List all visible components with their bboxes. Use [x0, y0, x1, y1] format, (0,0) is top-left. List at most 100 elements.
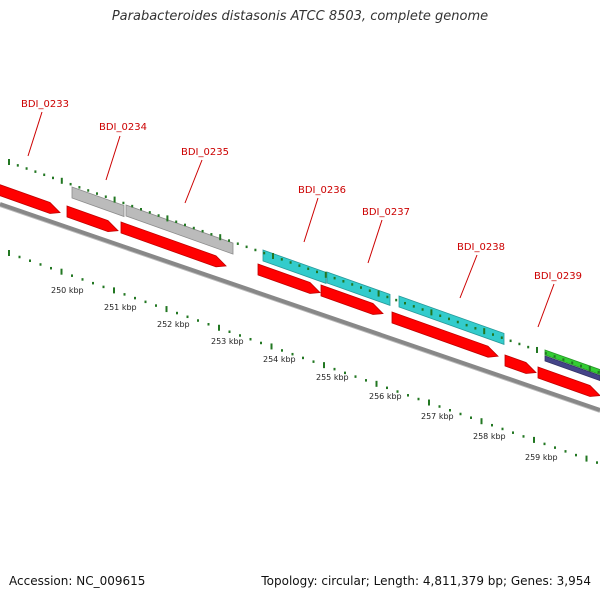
lower-scale-tick — [302, 356, 304, 360]
lower-scale-tick — [533, 436, 535, 443]
lower-scale-tick — [102, 285, 105, 289]
scale-tick-label: 256 kbp — [369, 392, 402, 401]
upper-scale-tick — [16, 164, 19, 167]
lower-scale-tick — [522, 435, 525, 438]
gene-leader-line — [459, 254, 478, 299]
upper-scale-tick — [228, 239, 230, 242]
backbone-line — [0, 202, 600, 412]
lower-scale-tick — [554, 446, 556, 449]
lower-scale-tick — [512, 431, 514, 434]
scale-tick-label: 250 kbp — [51, 286, 84, 295]
lower-scale-tick — [207, 323, 210, 326]
upper-scale-tick — [289, 261, 292, 264]
scale-tick-label: 253 kbp — [211, 337, 244, 346]
upper-scale-tick — [113, 196, 116, 203]
upper-scale-tick — [483, 328, 486, 335]
gene-leader-line — [303, 197, 319, 243]
upper-scale-tick — [316, 270, 318, 274]
gene-leader-line — [367, 219, 383, 264]
lower-scale-tick — [281, 349, 283, 352]
gene-leader-line — [184, 159, 203, 204]
upper-scale-tick — [377, 290, 380, 297]
upper-scale-tick — [333, 276, 336, 280]
upper-scale-tick — [298, 264, 301, 267]
cds-band-cyan-1 — [262, 249, 327, 284]
scale-tick-label: 252 kbp — [157, 320, 190, 329]
upper-scale-tick — [219, 234, 222, 241]
lower-scale-tick — [449, 408, 451, 412]
upper-scale-tick — [272, 252, 274, 259]
lower-scale-tick — [50, 266, 52, 270]
gene-label-bdi_0237: BDI_0237 — [362, 207, 410, 218]
lower-scale-tick — [438, 405, 441, 408]
upper-scale-tick — [280, 258, 283, 261]
lower-scale-tick — [29, 259, 31, 262]
scale-tick-label: 254 kbp — [263, 355, 296, 364]
lower-scale-tick — [575, 453, 577, 457]
upper-scale-tick — [439, 314, 442, 318]
upper-scale-tick — [588, 365, 591, 372]
upper-scale-tick — [500, 336, 503, 339]
cds-arrow-0234 — [66, 205, 119, 233]
scale-tick-label: 259 kbp — [525, 453, 558, 462]
upper-scale-tick — [140, 207, 142, 211]
lower-scale-tick — [186, 315, 189, 319]
lower-scale-tick — [564, 450, 567, 453]
upper-scale-tick — [157, 214, 160, 217]
lower-scale-tick — [71, 274, 73, 277]
cds-band-purple — [544, 355, 600, 382]
lower-scale-tick — [92, 281, 94, 285]
lower-scale-tick — [228, 330, 231, 333]
upper-scale-tick — [175, 220, 178, 224]
cds-band-cyan-3 — [398, 295, 505, 345]
gene-label-bdi_0234: BDI_0234 — [99, 122, 147, 133]
cds-band-grey-2 — [125, 204, 234, 255]
map-title: Parabacteroides distasonis ATCC 8503, co… — [111, 9, 489, 24]
cds-arrow-0238 — [391, 311, 499, 358]
lower-scale-tick — [543, 442, 546, 446]
lower-scale-tick — [323, 362, 325, 369]
scale-tick-label: 255 kbp — [316, 373, 349, 382]
lower-scale-tick — [417, 397, 420, 401]
cds-arrow-0239 — [504, 354, 537, 374]
upper-scale-tick — [562, 358, 565, 361]
upper-scale-tick — [184, 223, 186, 227]
lower-scale-tick — [354, 375, 357, 378]
lower-scale-tick — [8, 250, 10, 256]
lower-scale-tick — [312, 360, 315, 363]
lower-scale-tick — [344, 371, 346, 375]
cds-arrow-0237 — [320, 284, 384, 315]
lower-scale-tick — [459, 412, 462, 416]
gene-label-bdi_0233: BDI_0233 — [21, 99, 69, 110]
upper-scale-tick — [96, 192, 98, 195]
upper-scale-tick — [544, 352, 547, 355]
upper-scale-tick — [245, 245, 248, 249]
lower-scale-tick — [39, 263, 42, 266]
upper-scale-tick — [448, 317, 450, 321]
lower-scale-tick — [218, 324, 220, 331]
upper-scale-tick — [263, 251, 266, 255]
scale-tick-label: 251 kbp — [104, 303, 137, 312]
gene-label-bdi_0235: BDI_0235 — [181, 147, 229, 158]
cds-arrow-0235 — [120, 221, 227, 268]
upper-scale-tick — [421, 308, 424, 311]
scale-tick-label: 257 kbp — [421, 412, 454, 421]
lower-scale-tick — [155, 304, 157, 307]
scale-tick-label: 258 kbp — [473, 432, 506, 441]
upper-scale-tick — [597, 370, 600, 374]
lower-scale-tick — [165, 306, 168, 313]
gene-leader-line — [27, 111, 43, 157]
upper-scale-tick — [122, 201, 125, 205]
upper-scale-tick — [351, 283, 354, 286]
upper-scale-tick — [536, 346, 538, 353]
gene-leader-line — [105, 135, 121, 181]
lower-scale-tick — [407, 394, 409, 397]
cds-arrow-0233 — [0, 184, 61, 214]
lower-scale-tick — [470, 416, 472, 419]
upper-scale-tick — [580, 364, 582, 368]
topology-text: Topology: circular; Length: 4,811,379 bp… — [261, 574, 591, 588]
lower-scale-tick — [134, 296, 136, 300]
upper-scale-tick — [527, 345, 530, 349]
upper-scale-tick — [166, 215, 169, 222]
